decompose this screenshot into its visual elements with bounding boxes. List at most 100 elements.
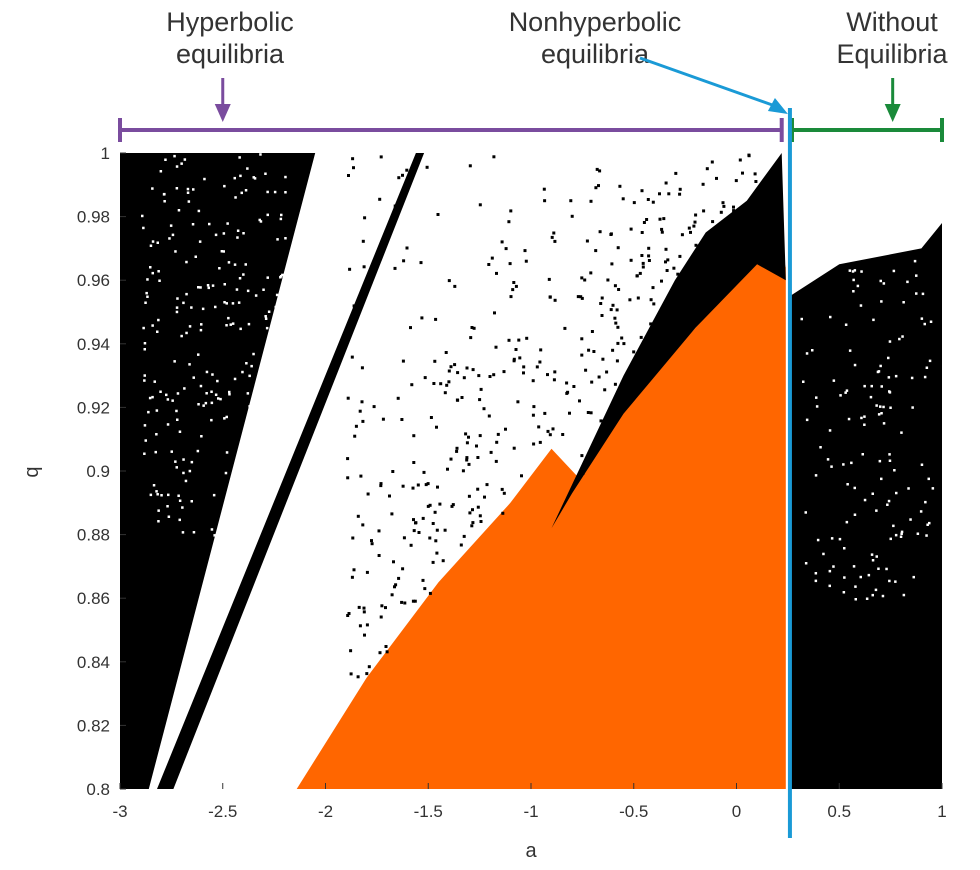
noise-dot-290 [599, 302, 603, 305]
noise-dot-413 [143, 342, 147, 345]
noise-dot-662 [895, 491, 898, 495]
noise-dot-265 [460, 396, 464, 399]
noise-dot-384 [613, 284, 617, 288]
noise-dot-116 [346, 457, 350, 461]
noise-dot-350 [525, 336, 529, 340]
noise-dot-676 [845, 520, 849, 524]
y-tick-label-8: 0.96 [77, 271, 110, 290]
y-tick-label-5: 0.9 [86, 462, 110, 481]
noise-dot-137 [647, 254, 651, 258]
noise-dot-269 [561, 433, 565, 436]
noise-dot-176 [346, 476, 350, 480]
noise-dot-466 [180, 162, 183, 165]
noise-dot-66 [449, 365, 453, 369]
noise-dot-316 [428, 591, 432, 595]
noise-dot-240 [410, 383, 414, 387]
noise-dot-732 [848, 269, 852, 272]
y-tick-label-3: 0.86 [77, 589, 110, 608]
noise-dot-465 [192, 188, 195, 191]
noise-dot-653 [854, 598, 857, 601]
noise-dot-299 [590, 380, 594, 384]
noise-dot-720 [880, 300, 883, 303]
noise-dot-675 [919, 510, 923, 513]
noise-dot-459 [171, 233, 175, 237]
noise-dot-564 [197, 353, 200, 356]
noise-dot-193 [711, 220, 715, 224]
noise-dot-161 [648, 338, 651, 341]
noise-dot-375 [412, 518, 415, 522]
noise-dot-749 [861, 453, 864, 456]
noise-dot-53 [649, 298, 653, 302]
noise-dot-56 [397, 576, 401, 580]
noise-dot-521 [143, 348, 146, 351]
noise-dot-24 [658, 217, 662, 221]
noise-dot-292 [662, 217, 666, 221]
noise-dot-508 [259, 153, 262, 156]
noise-dot-257 [445, 383, 449, 387]
noise-dot-471 [145, 291, 148, 295]
noise-dot-311 [411, 486, 415, 490]
noise-dot-324 [453, 284, 457, 288]
noise-dot-418 [159, 170, 163, 173]
noise-dot-357 [675, 299, 679, 303]
noise-dot-346 [598, 169, 602, 173]
noise-dot-555 [186, 191, 190, 194]
noise-dot-735 [844, 323, 848, 326]
noise-dot-294 [462, 534, 466, 538]
noise-dot-714 [916, 532, 920, 535]
noise-dot-188 [451, 503, 455, 507]
noise-dot-264 [391, 470, 395, 473]
noise-dot-452 [170, 450, 173, 453]
noise-dot-578 [149, 493, 153, 497]
noise-dot-451 [167, 493, 170, 497]
annotation-nonhyperbolic-line1: Nonhyperbolic [508, 7, 682, 37]
noise-dot-432 [149, 266, 152, 269]
noise-dot-641 [878, 459, 882, 463]
noise-dot-232 [434, 317, 438, 321]
noise-dot-209 [772, 202, 776, 206]
noise-dot-131 [366, 492, 370, 496]
noise-dot-100 [706, 235, 710, 239]
noise-dot-545 [252, 352, 255, 356]
noise-dot-302 [616, 341, 620, 345]
noise-dot-98 [538, 360, 542, 364]
noise-dot-201 [348, 267, 352, 271]
noise-dot-107 [516, 400, 520, 404]
noise-dot-403 [569, 199, 573, 203]
noise-dot-574 [202, 404, 205, 407]
noise-dot-399 [522, 365, 526, 369]
noise-dot-142 [462, 376, 466, 380]
noise-dot-272 [646, 361, 650, 365]
noise-dot-1 [507, 338, 511, 342]
noise-dot-569 [188, 363, 191, 366]
noise-dot-559 [228, 393, 231, 396]
noise-dot-423 [199, 286, 202, 289]
noise-dot-337 [502, 491, 506, 495]
noise-dot-7 [632, 201, 636, 205]
y-tick-label-2: 0.84 [77, 653, 110, 672]
noise-dot-36 [402, 536, 406, 540]
noise-dot-604 [281, 273, 284, 277]
noise-dot-225 [543, 199, 547, 203]
noise-dot-236 [594, 186, 598, 190]
noise-dot-584 [173, 154, 176, 158]
noise-dot-388 [680, 233, 684, 237]
noise-dot-548 [233, 263, 237, 266]
noise-dot-16 [393, 204, 397, 208]
noise-dot-148 [651, 200, 655, 204]
noise-dot-347 [449, 457, 453, 461]
noise-dot-722 [882, 405, 885, 409]
noise-dot-607 [244, 263, 247, 266]
noise-dot-704 [920, 317, 924, 320]
noise-dot-342 [379, 484, 383, 488]
annotation-hyperbolic-line2: equilibria [175, 39, 285, 69]
noise-dot-742 [877, 413, 881, 416]
noise-dot-610 [267, 310, 271, 313]
noise-dot-216 [664, 247, 668, 251]
noise-dot-700 [894, 374, 898, 378]
noise-dot-124 [446, 467, 449, 471]
noise-dot-736 [842, 591, 846, 594]
without-arrow-head [884, 104, 901, 122]
noise-dot-677 [902, 593, 906, 597]
x-tick-label-0: -3 [112, 802, 127, 821]
